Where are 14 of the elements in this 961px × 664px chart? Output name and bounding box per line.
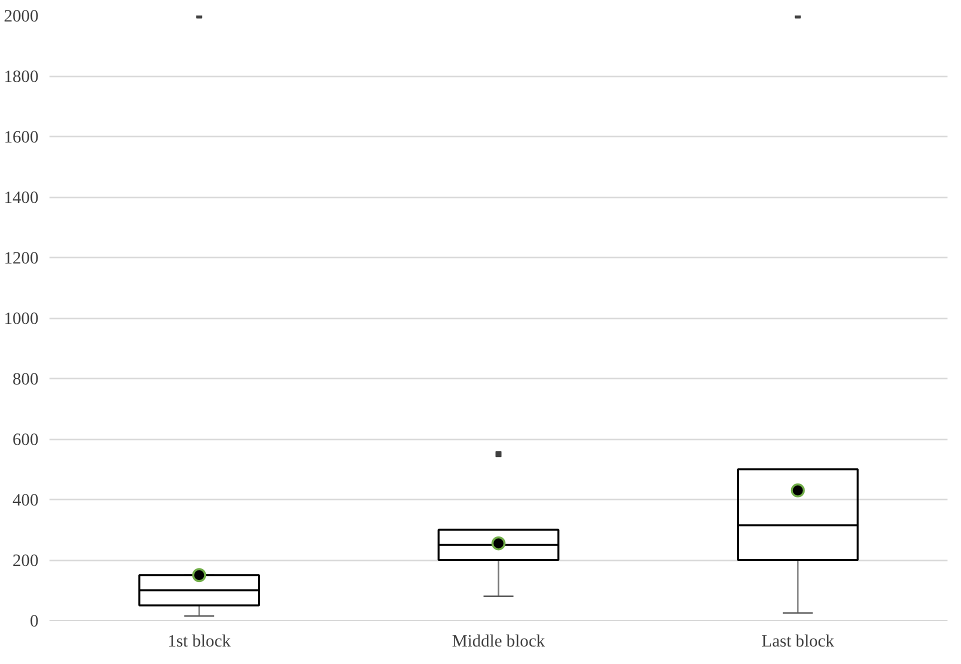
y-tick-label: 1200 xyxy=(4,248,38,268)
y-tick-label: 200 xyxy=(12,551,39,570)
y-tick-label: 800 xyxy=(12,370,39,388)
x-tick-label: Last block xyxy=(762,632,834,650)
y-tick-label: 400 xyxy=(12,490,39,510)
y-tick-label: 1600 xyxy=(4,128,38,146)
y-tick-label: 1400 xyxy=(4,188,38,207)
y-tick-label: 0 xyxy=(30,612,39,630)
y-tick-label: 2000 xyxy=(4,6,38,26)
y-tick-label: 600 xyxy=(12,430,39,449)
x-tick-label: Middle block xyxy=(452,632,546,650)
y-tick-label: 1000 xyxy=(4,309,38,328)
y-tick-label: 1800 xyxy=(4,67,38,86)
x-tick-label: 1st block xyxy=(168,632,232,650)
